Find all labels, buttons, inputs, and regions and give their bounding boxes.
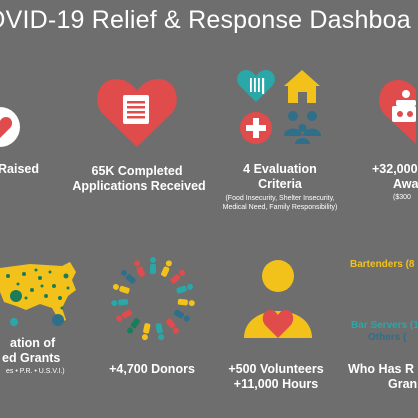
applications-line2: Applications Received — [72, 179, 206, 193]
person-figure — [173, 309, 190, 322]
donors-label: +4,700 Donors — [109, 362, 195, 376]
award-icon — [392, 90, 416, 122]
legend-others: Others ( — [368, 332, 407, 343]
legend-bar-servers: Bar Servers (1 — [351, 320, 418, 331]
location-line1: ation of — [10, 336, 56, 350]
person-figure — [176, 283, 194, 294]
person-figure — [166, 318, 179, 334]
person-figure — [111, 298, 129, 307]
person-figure — [121, 269, 136, 284]
legend-bartenders: Bartenders (8 — [350, 259, 415, 270]
raised-label: Raised — [0, 162, 39, 176]
applications-heart — [96, 75, 178, 149]
person-figure — [150, 257, 156, 274]
person-figure — [177, 298, 195, 307]
food-icon — [237, 70, 275, 102]
person-figure — [161, 260, 172, 277]
person-figure — [155, 323, 165, 341]
criteria-icons — [236, 68, 326, 152]
heart-icon — [262, 310, 294, 338]
person-figure — [116, 309, 133, 322]
location-line2: ed Grants — [2, 351, 61, 365]
house-icon — [284, 70, 320, 103]
person-figure — [141, 323, 151, 341]
location-note: es • P.R. • U.S.V.I.) — [6, 368, 65, 375]
who-line2: Gran — [388, 377, 418, 391]
applications-line1: 65K Completed — [91, 164, 183, 178]
page-title: OVID-19 Relief & Response Dashboa — [0, 6, 411, 34]
person-figure — [134, 260, 145, 277]
volunteers-label: +500 Volunteers — [228, 362, 324, 376]
hours-label: +11,000 Hours — [233, 377, 319, 391]
awards-note: ($300 — [393, 194, 411, 201]
criteria-line2: Criteria — [258, 177, 302, 191]
criteria-note-line1: (Food Insecurity, Shelter Insecurity, — [225, 195, 335, 202]
person-figure — [127, 318, 140, 334]
heart-icon — [0, 117, 13, 138]
medical-cross-icon — [240, 112, 272, 144]
who-line1: Who Has R — [348, 362, 414, 376]
family-icon — [284, 111, 321, 144]
criteria-note-line2: Medical Need, Family Responsibility) — [222, 204, 338, 211]
raised-heart-badge — [0, 72, 40, 162]
volunteer-icon — [238, 258, 318, 342]
awards-line2: Awa — [393, 177, 418, 191]
us-map-icon — [0, 262, 80, 334]
awards-line1: +32,000 — [372, 162, 418, 176]
person-figure — [170, 269, 185, 284]
awards-heart — [376, 74, 418, 150]
person-figure — [112, 283, 130, 294]
people-circle-icon — [108, 254, 198, 344]
document-icon — [123, 95, 149, 124]
criteria-line1: 4 Evaluation — [243, 162, 317, 176]
